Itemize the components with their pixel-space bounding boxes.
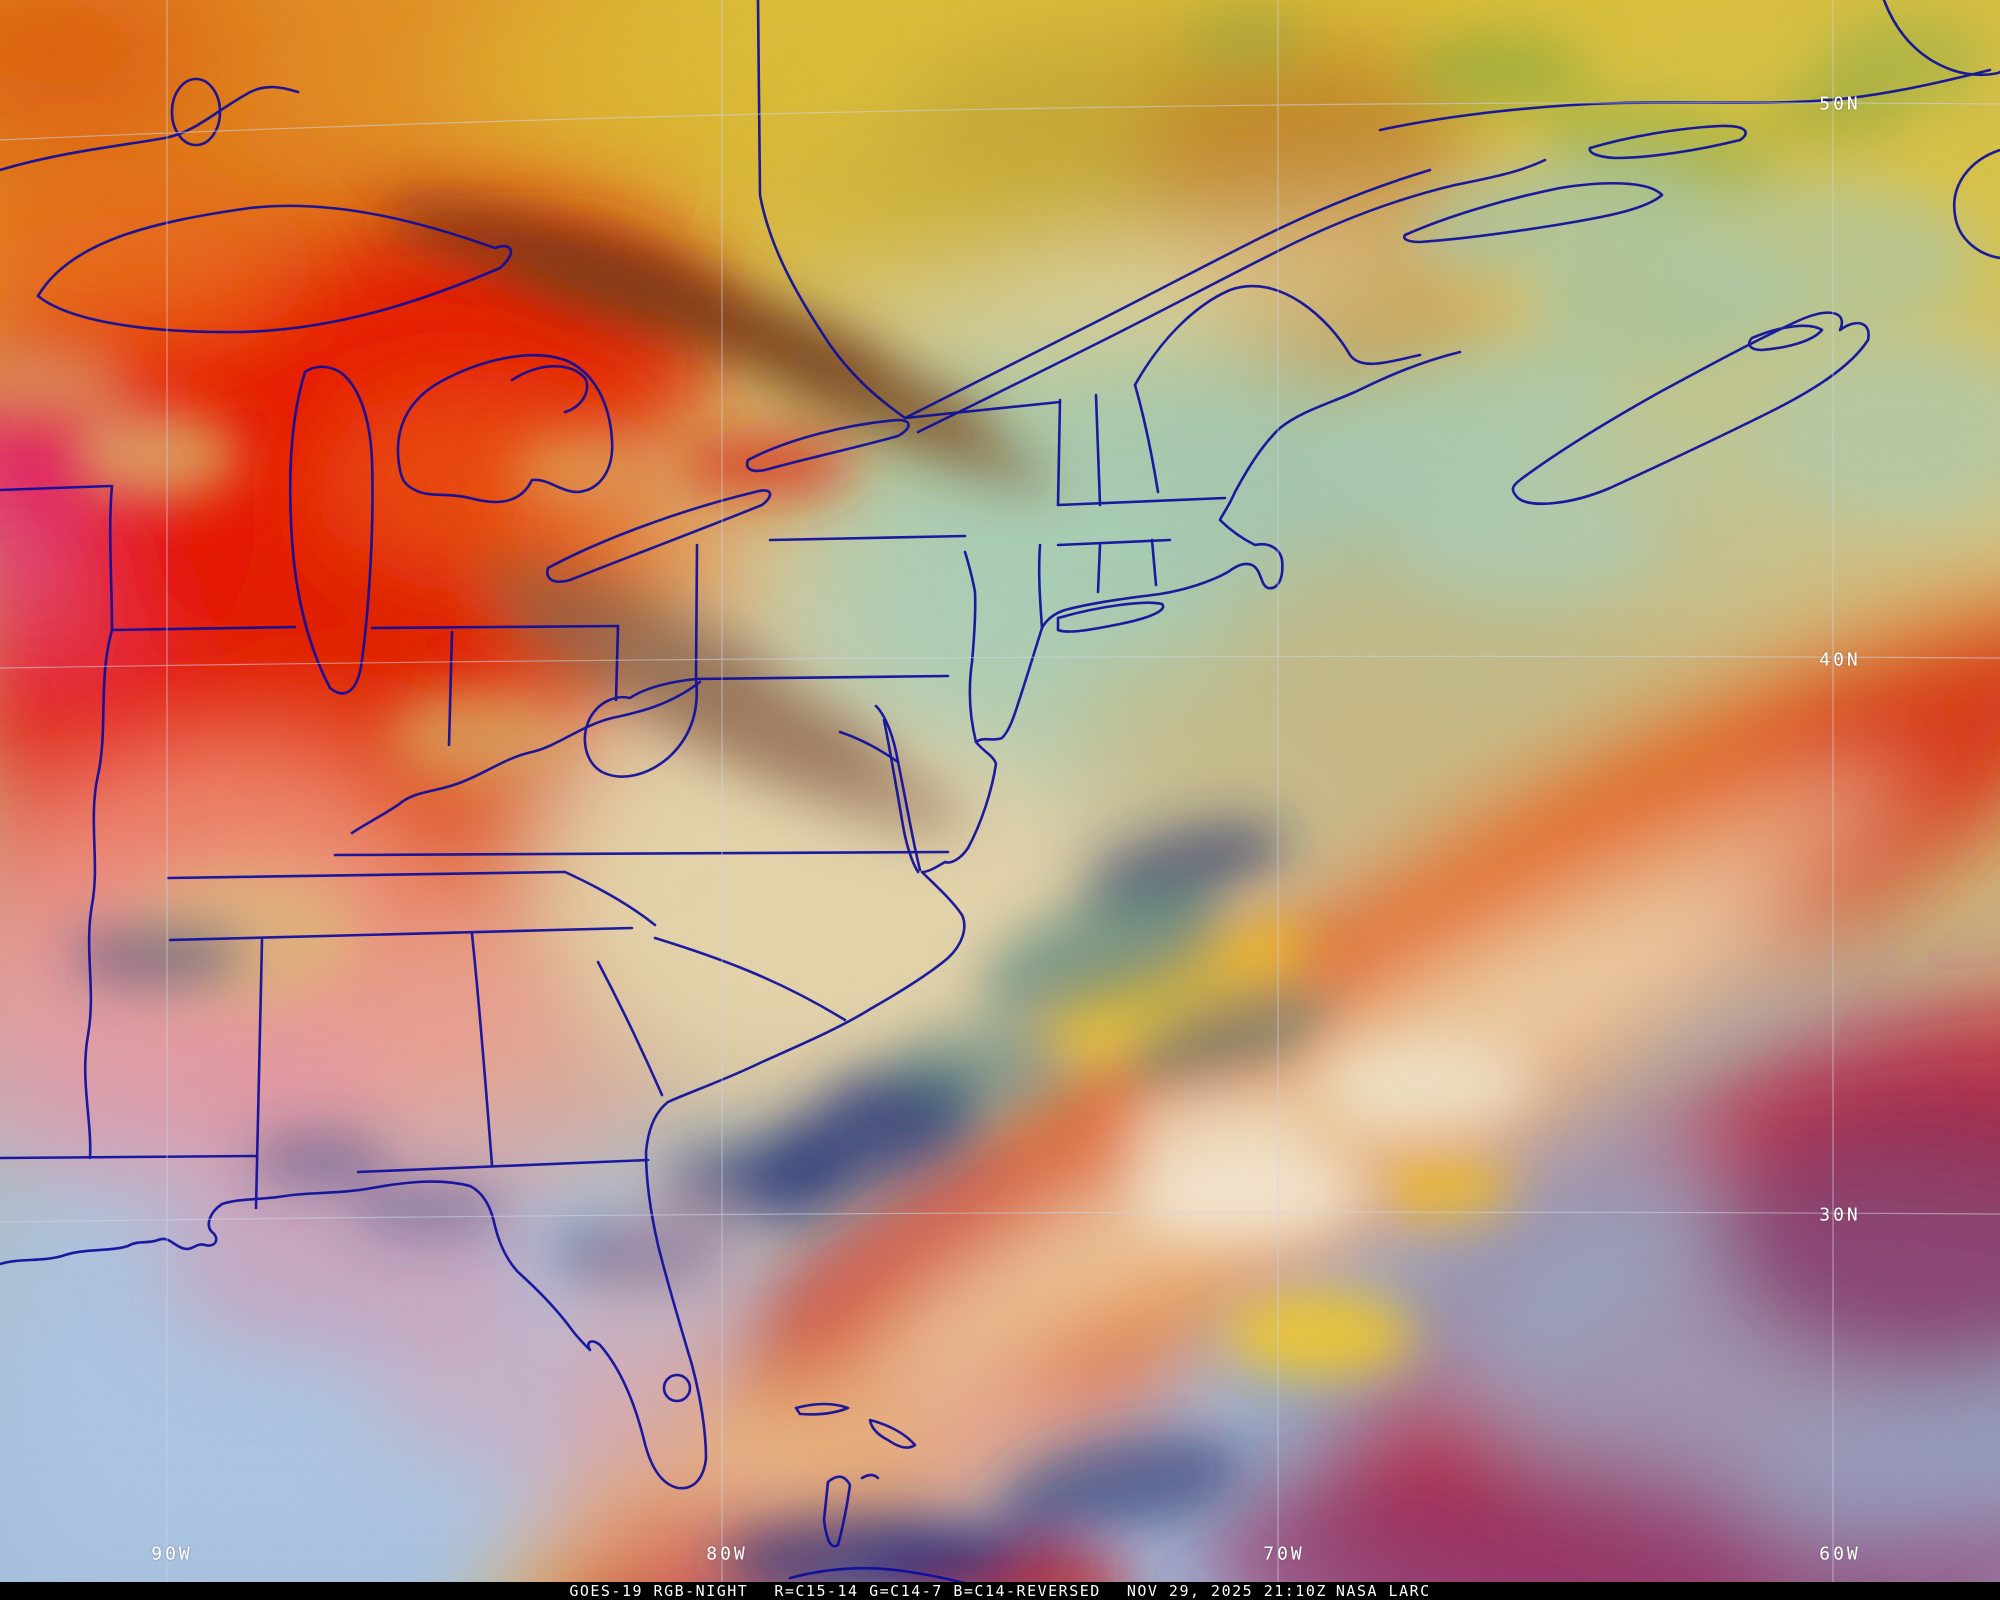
lon-label-90w: 90W xyxy=(151,1543,193,1565)
hudson-river xyxy=(1037,543,1044,630)
indiana-ohio-border xyxy=(614,624,620,702)
ga-sc-border xyxy=(596,960,664,1097)
newfoundland-west-coast xyxy=(1952,148,2000,260)
louisiana-north-border xyxy=(0,1154,258,1160)
pa-west-border xyxy=(694,543,699,681)
wisconsin-illinois-border xyxy=(110,625,297,632)
minnesota-ontario-border xyxy=(0,85,300,172)
lake-superior-outline xyxy=(36,204,513,334)
lake-ontario-outline xyxy=(745,418,910,473)
caption-product: GOES-19 RGB-NIGHT xyxy=(569,1582,749,1600)
chesapeake-bay xyxy=(874,704,922,874)
lat-label-40n: 40N xyxy=(1819,649,1861,671)
st-lawrence-river-south xyxy=(903,168,1432,420)
abaco-outline xyxy=(868,1418,917,1449)
ma-north-border xyxy=(1056,496,1227,507)
caption-channels: R=C15-14 G=C14-7 B=C14-REVERSED xyxy=(774,1582,1101,1600)
nc-sc-border xyxy=(653,936,847,1022)
ny-canada-border xyxy=(903,400,1062,420)
lake-erie-outline xyxy=(546,489,772,583)
gridline-30n xyxy=(0,1211,2000,1223)
georgian-bay-outline xyxy=(510,364,589,414)
ohio-river xyxy=(350,680,702,835)
ny-vt-border xyxy=(1056,398,1062,507)
florida-north-border xyxy=(356,1158,650,1174)
ny-ct-border xyxy=(1096,543,1102,594)
quebec-ontario-border xyxy=(756,0,907,420)
illinois-indiana-border xyxy=(447,630,454,747)
potomac-river xyxy=(838,730,900,764)
gridline-40n xyxy=(0,655,2000,669)
ny-pa-border xyxy=(768,534,967,542)
lake-okeechobee-outline xyxy=(662,1373,692,1403)
ct-ri-border xyxy=(1150,538,1158,587)
prince-edward-island xyxy=(1748,324,1824,352)
newfoundland-corner xyxy=(1882,0,2000,77)
gaspe-peninsula xyxy=(1402,181,1664,244)
andros-outline xyxy=(822,1475,852,1548)
tennessee-south-border xyxy=(168,926,634,942)
vt-nh-border xyxy=(1094,393,1102,507)
lat-label-30n: 30N xyxy=(1819,1204,1861,1226)
caption-credit: NASA LARC xyxy=(1335,1582,1431,1600)
anticosti-island xyxy=(1588,124,1747,160)
nh-me-border xyxy=(1133,383,1160,494)
lat-label-50n: 50N xyxy=(1819,93,1861,115)
delaware-river xyxy=(963,550,978,744)
tennessee-nc-border xyxy=(563,870,657,927)
grand-bahama-outline xyxy=(794,1402,850,1416)
gridline-50n xyxy=(0,102,2000,141)
maine-canada-border xyxy=(1133,284,1422,387)
eleuthera-outline xyxy=(860,1473,880,1480)
lon-label-70w: 70W xyxy=(1263,1543,1305,1565)
caption-bar: GOES-19 RGB-NIGHT R=C15-14 G=C14-7 B=C14… xyxy=(0,1582,2000,1600)
nova-scotia-outline xyxy=(1511,311,1870,505)
kentucky-tennessee-border xyxy=(166,870,567,880)
lake-huron-outline xyxy=(396,353,614,504)
lon-label-80w: 80W xyxy=(706,1543,748,1565)
mn-ia-border xyxy=(0,484,112,492)
west-virginia-border xyxy=(583,677,699,778)
mississippi-river-upper xyxy=(108,484,114,632)
lon-label-60w: 60W xyxy=(1819,1543,1861,1565)
atlantic-gulf-coastline xyxy=(0,350,1462,1490)
mississippi-alabama-border xyxy=(254,938,264,1210)
indiana-north-border xyxy=(370,624,620,630)
mississippi-river-lower xyxy=(83,628,114,1160)
lake-michigan-outline xyxy=(288,365,374,695)
alabama-georgia-border xyxy=(470,932,494,1167)
long-island-outline xyxy=(1056,601,1165,633)
virginia-nc-border xyxy=(333,850,950,857)
st-lawrence-river-north xyxy=(916,158,1547,434)
caption-timestamp: NOV 29, 2025 21:10Z xyxy=(1126,1582,1327,1600)
mason-dixon-line xyxy=(694,674,950,681)
